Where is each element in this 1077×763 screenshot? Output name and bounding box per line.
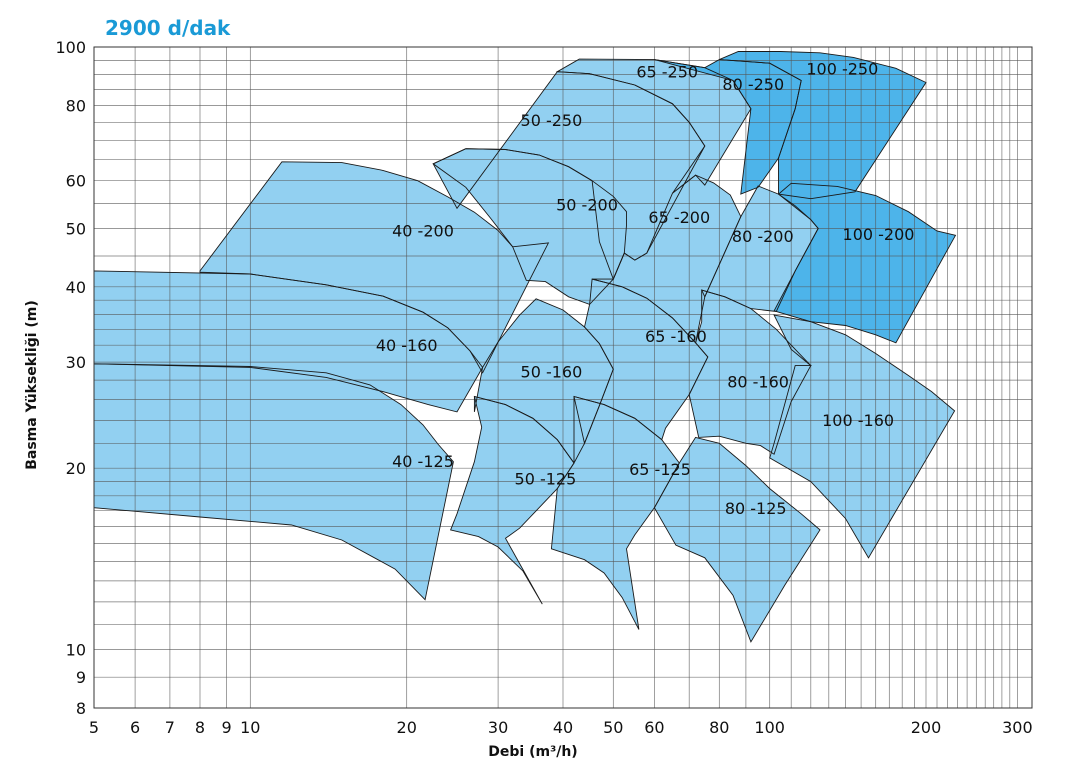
region-40-200 bbox=[200, 161, 549, 373]
region-label-80-125: 80 -125 bbox=[725, 499, 787, 518]
region-80-200 bbox=[701, 186, 819, 312]
y-tick-label: 9 bbox=[76, 668, 86, 687]
region-label-80-200: 80 -200 bbox=[732, 227, 794, 246]
y-tick-label: 50 bbox=[66, 219, 86, 238]
region-outline-65-250 bbox=[555, 58, 752, 194]
region-50-200 bbox=[433, 148, 627, 305]
x-tick-label: 5 bbox=[89, 718, 99, 737]
region-100-200 bbox=[774, 183, 956, 343]
x-tick-label: 9 bbox=[222, 718, 232, 737]
x-tick-label: 8 bbox=[195, 718, 205, 737]
region-label-50-125: 50 -125 bbox=[515, 469, 577, 488]
x-tick-label: 6 bbox=[130, 718, 140, 737]
y-axis-label: Basma Yüksekliği (m) bbox=[24, 300, 40, 470]
region-label-65-250: 65 -250 bbox=[636, 63, 698, 82]
region-80-125 bbox=[654, 437, 820, 642]
pump-region-outlines bbox=[93, 51, 957, 643]
region-label-100-160: 100 -160 bbox=[822, 411, 894, 430]
region-outline-80-160 bbox=[688, 289, 812, 455]
region-outline-80-125 bbox=[653, 436, 821, 643]
y-tick-label: 8 bbox=[76, 699, 86, 718]
region-label-40-160: 40 -160 bbox=[376, 336, 438, 355]
region-65-125 bbox=[551, 396, 680, 630]
region-label-80-250: 80 -250 bbox=[722, 75, 784, 94]
x-tick-label: 7 bbox=[165, 718, 175, 737]
x-tick-label: 50 bbox=[603, 718, 623, 737]
region-50-250 bbox=[433, 71, 705, 280]
region-label-40-125: 40 -125 bbox=[392, 452, 454, 471]
x-tick-label: 80 bbox=[709, 718, 729, 737]
x-tick-label: 300 bbox=[1002, 718, 1033, 737]
region-label-65-160: 65 -160 bbox=[645, 327, 707, 346]
y-tick-label: 20 bbox=[66, 459, 86, 478]
y-tick-label: 60 bbox=[66, 172, 86, 191]
region-50-125 bbox=[450, 396, 574, 605]
pump-region-labels: 40 -125 40 -160 40 -200 50 -125 50 -160 50 -2… bbox=[376, 60, 915, 518]
axes: 5 6 7 8 9 10 20 30 40 50 60 80 100 200 300891020304050… bbox=[55, 38, 1032, 737]
x-tick-label: 100 bbox=[754, 718, 785, 737]
region-label-65-125: 65 -125 bbox=[629, 460, 691, 479]
y-tick-label: 80 bbox=[66, 96, 86, 115]
x-tick-label: 10 bbox=[240, 718, 260, 737]
x-tick-label: 200 bbox=[911, 718, 942, 737]
y-tick-label: 30 bbox=[66, 353, 86, 372]
region-label-80-160: 80 -160 bbox=[727, 373, 789, 392]
region-outline-100-160 bbox=[769, 314, 956, 559]
chart-title: 2900 d/dak bbox=[105, 16, 231, 40]
plot-frame bbox=[93, 46, 1033, 709]
region-label-65-200: 65 -200 bbox=[648, 208, 710, 227]
x-tick-label: 40 bbox=[553, 718, 573, 737]
y-tick-label: 40 bbox=[66, 278, 86, 297]
x-tick-label: 30 bbox=[488, 718, 508, 737]
region-label-40-200: 40 -200 bbox=[392, 221, 454, 240]
y-tick-label: 10 bbox=[66, 641, 86, 660]
x-tick-label: 20 bbox=[397, 718, 417, 737]
region-80-250 bbox=[654, 59, 802, 195]
region-outline-40-125 bbox=[93, 363, 454, 601]
x-axis-label: Debi (m³/h) bbox=[488, 744, 577, 760]
region-label-50-200: 50 -200 bbox=[556, 196, 618, 215]
grid-lines bbox=[93, 46, 1032, 709]
x-tick-label: 60 bbox=[644, 718, 664, 737]
y-tick-label: 100 bbox=[55, 38, 86, 57]
region-label-50-160: 50 -160 bbox=[521, 362, 583, 381]
region-label-50-250: 50 -250 bbox=[521, 111, 583, 130]
region-label-100-200: 100 -200 bbox=[843, 225, 915, 244]
region-outline-100-250 bbox=[719, 51, 927, 200]
region-outline-100-200 bbox=[773, 182, 957, 344]
region-label-100-250: 100 -250 bbox=[806, 60, 878, 79]
region-outline-40-200 bbox=[199, 161, 550, 374]
region-40-160 bbox=[94, 270, 483, 412]
